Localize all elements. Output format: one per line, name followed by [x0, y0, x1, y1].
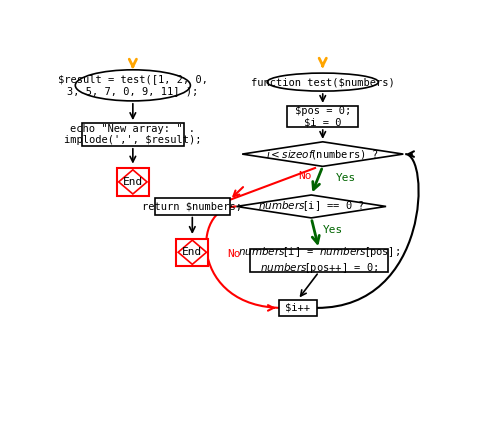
Bar — [155, 198, 230, 215]
Ellipse shape — [267, 73, 378, 91]
Polygon shape — [242, 142, 403, 166]
Text: Yes: Yes — [323, 225, 343, 235]
Text: Yes: Yes — [336, 173, 356, 183]
Bar — [250, 249, 388, 272]
Text: $i++: $i++ — [285, 303, 310, 313]
Text: function test($numbers): function test($numbers) — [251, 77, 395, 87]
Bar — [279, 300, 317, 316]
Bar — [287, 106, 358, 127]
Bar — [117, 168, 149, 196]
Text: $pos = 0;
$i = 0: $pos = 0; $i = 0 — [295, 106, 351, 127]
Text: End: End — [182, 247, 202, 257]
Text: No: No — [298, 171, 311, 181]
Text: No: No — [227, 249, 241, 259]
Text: return $numbers;: return $numbers; — [142, 201, 243, 212]
Text: echo "New array: " .
implode(',', $result);: echo "New array: " . implode(',', $resul… — [64, 124, 201, 145]
Text: End: End — [123, 177, 143, 187]
Bar — [176, 238, 208, 266]
Text: $i < sizeof($numbers) ?: $i < sizeof($numbers) ? — [266, 147, 379, 161]
Text: $numbers[$i] = $numbers[$pos];
$numbers[$pos++] = 0;: $numbers[$i] = $numbers[$pos]; $numbers[… — [238, 246, 400, 275]
Ellipse shape — [75, 70, 191, 101]
Text: $numbers[$i] == 0 ?: $numbers[$i] == 0 ? — [258, 200, 365, 213]
Polygon shape — [237, 195, 386, 218]
Bar — [82, 123, 184, 146]
Text: $result = test([1, 2, 0,
3, 5, 7, 0, 9, 11] );: $result = test([1, 2, 0, 3, 5, 7, 0, 9, … — [58, 74, 208, 96]
